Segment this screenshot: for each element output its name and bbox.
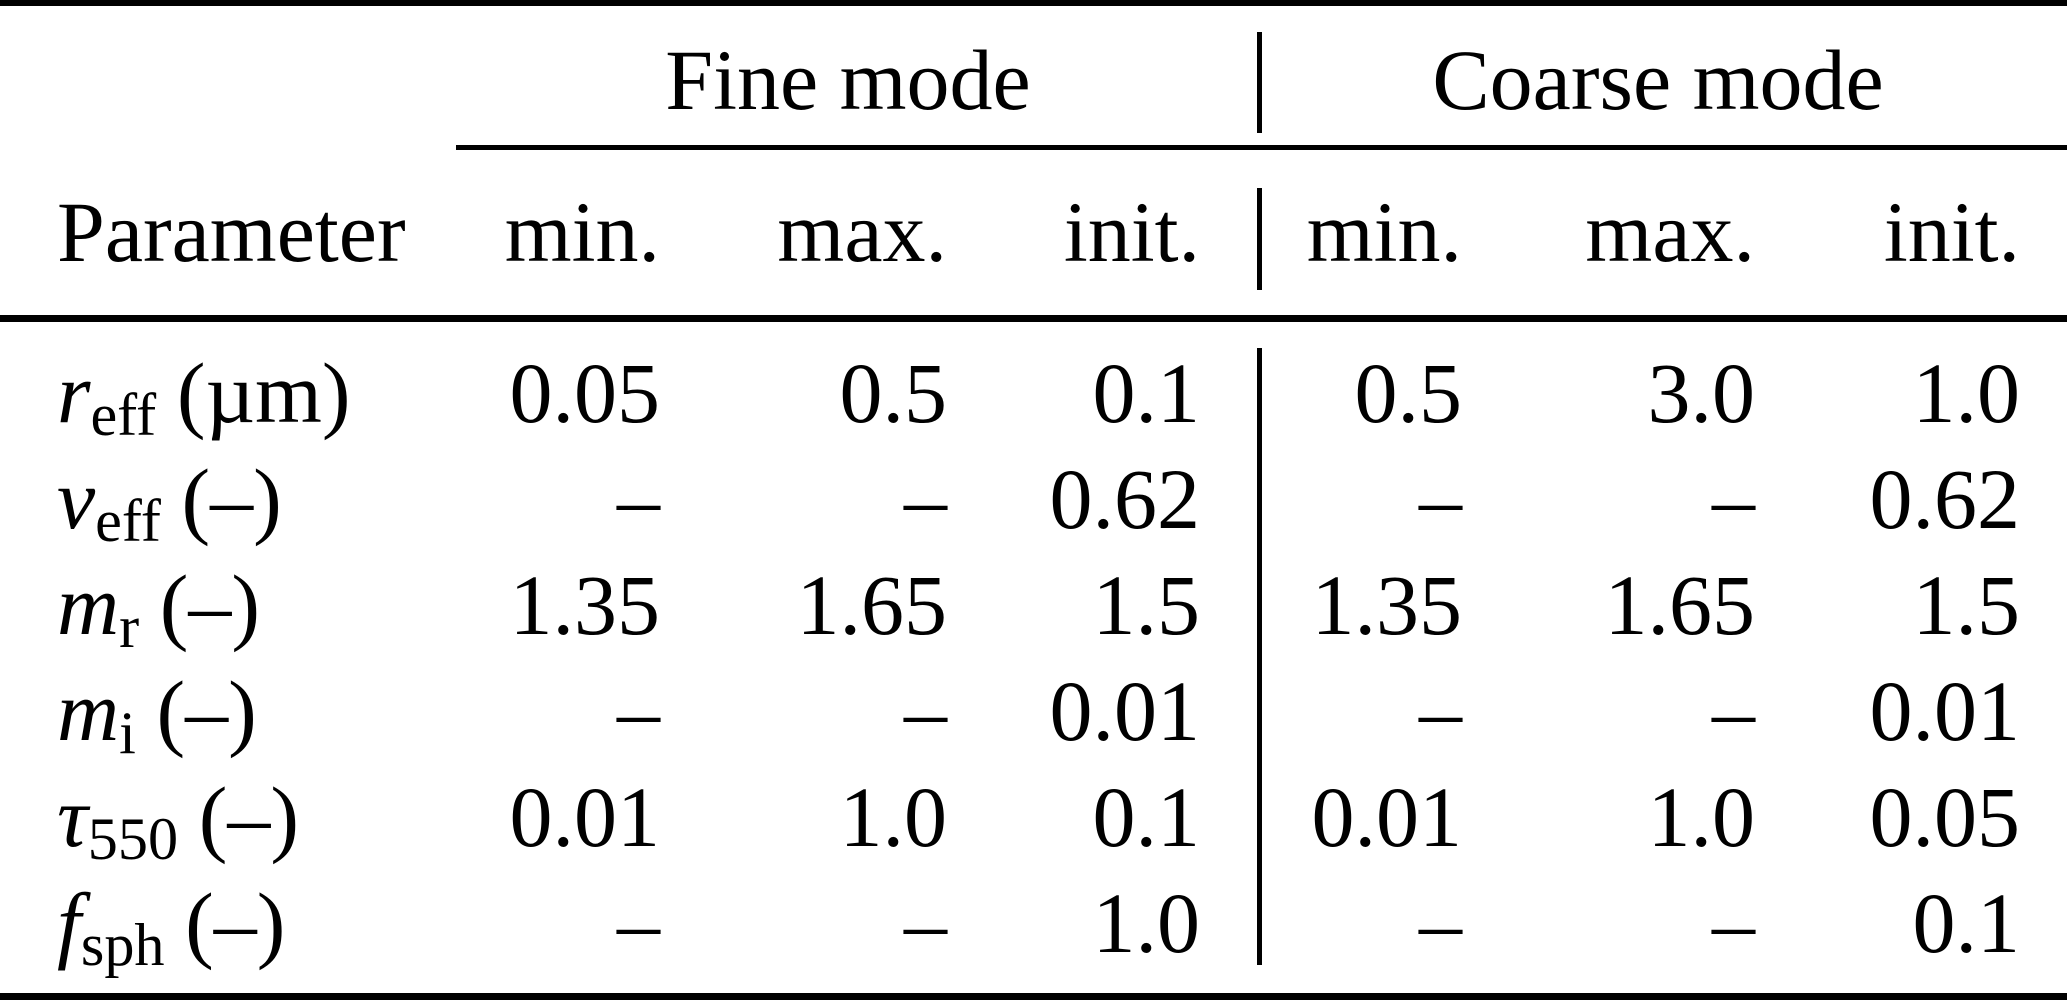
- parameter-symbol: v: [57, 451, 96, 547]
- parameter-unit: (µm): [176, 345, 351, 441]
- coarse-min-value: 0.5: [1354, 345, 1463, 441]
- fine-max-value: –: [904, 451, 947, 547]
- parameter-symbol: r: [57, 345, 91, 441]
- coarse-max-value: –: [1712, 451, 1755, 547]
- parameter-unit: (–): [185, 875, 286, 971]
- parameter-symbol: f: [57, 875, 81, 971]
- coarse-min-value: 1.35: [1311, 557, 1463, 653]
- fine-max-value: –: [904, 663, 947, 759]
- parameter-subscript: i: [119, 700, 136, 768]
- parameter-unit: (–): [159, 557, 261, 653]
- table-top-rule: [0, 0, 2067, 6]
- fine-min-value: 1.35: [509, 557, 661, 653]
- fine-max-value: 1.0: [839, 769, 948, 865]
- fine-init-value: 0.1: [1092, 345, 1201, 441]
- coarse-init-value: 0.01: [1869, 663, 2021, 759]
- parameter-label: τ550 (–): [57, 764, 457, 874]
- fine-init-value: 0.01: [1049, 663, 1201, 759]
- parameter-subscript: r: [119, 594, 140, 662]
- fine-init-value: 0.62: [1049, 451, 1201, 547]
- coarse-max-value: –: [1712, 875, 1755, 971]
- fine-min-value: –: [617, 663, 660, 759]
- coarse-init-value: 1.5: [1912, 557, 2021, 653]
- coarse-mode-group-header: Coarse mode: [1432, 32, 1884, 128]
- coarse-max-value: 1.0: [1647, 769, 1756, 865]
- parameter-label: fsph (–): [57, 870, 457, 980]
- fine-mode-group-header: Fine mode: [665, 32, 1031, 128]
- table-row: reff (µm) 0.05 0.5 0.1 0.5 3.0 1.0: [0, 340, 2067, 450]
- coarse-init-value: 0.1: [1912, 875, 2021, 971]
- parameter-label: reff (µm): [57, 340, 457, 450]
- fine-max-value: 1.65: [796, 557, 948, 653]
- fine-min-value: 0.01: [509, 769, 661, 865]
- fine-coarse-divider-segment: [1257, 32, 1262, 133]
- parameter-label: mi (–): [57, 658, 457, 768]
- fine-max-value: –: [904, 875, 947, 971]
- table-row: mi (–) – – 0.01 – – 0.01: [0, 658, 2067, 768]
- header-body-separator-rule: [0, 315, 2067, 322]
- fine-min-value: –: [617, 875, 660, 971]
- parameter-symbol: τ: [57, 769, 88, 865]
- fine-init-column-header: init.: [1063, 184, 1200, 280]
- fine-init-value: 1.5: [1092, 557, 1201, 653]
- mode-header-underline-rule: [456, 145, 2067, 150]
- parameter-label: veff (–): [57, 446, 457, 556]
- parameter-subscript: 550: [87, 806, 179, 874]
- coarse-min-value: 0.01: [1311, 769, 1463, 865]
- parameter-subscript: sph: [80, 912, 165, 980]
- fine-min-value: –: [617, 451, 660, 547]
- fine-max-column-header: max.: [777, 184, 947, 280]
- coarse-min-value: –: [1419, 875, 1462, 971]
- group-header-row: Fine mode Coarse mode: [0, 28, 2067, 132]
- table-bottom-rule: [0, 993, 2067, 1000]
- coarse-max-value: 3.0: [1647, 345, 1756, 441]
- coarse-max-value: 1.65: [1604, 557, 1756, 653]
- coarse-init-value: 0.62: [1869, 451, 2021, 547]
- table-row: fsph (–) – – 1.0 – – 0.1: [0, 870, 2067, 980]
- parameter-symbol: m: [57, 557, 120, 653]
- parameter-unit: (–): [181, 451, 282, 547]
- fine-init-value: 0.1: [1092, 769, 1201, 865]
- coarse-max-column-header: max.: [1585, 184, 1755, 280]
- parameter-symbol: m: [57, 663, 120, 759]
- fine-coarse-divider-segment: [1257, 348, 1262, 965]
- table-row: τ550 (–) 0.01 1.0 0.1 0.01 1.0 0.05: [0, 764, 2067, 874]
- parameter-unit: (–): [198, 769, 299, 865]
- parameter-column-header: Parameter: [57, 184, 406, 280]
- column-header-row: Parameter min. max. init. min. max. init…: [0, 180, 2067, 284]
- parameter-label: mr (–): [57, 552, 457, 662]
- coarse-init-value: 0.05: [1869, 769, 2021, 865]
- coarse-min-value: –: [1419, 451, 1462, 547]
- table-row: veff (–) – – 0.62 – – 0.62: [0, 446, 2067, 556]
- coarse-init-column-header: init.: [1883, 184, 2020, 280]
- fine-max-value: 0.5: [839, 345, 948, 441]
- fine-coarse-divider-segment: [1257, 188, 1262, 290]
- parameter-subscript: eff: [90, 382, 157, 450]
- coarse-init-value: 1.0: [1912, 345, 2021, 441]
- fine-min-column-header: min.: [504, 184, 660, 280]
- coarse-max-value: –: [1712, 663, 1755, 759]
- parameter-subscript: eff: [95, 488, 161, 556]
- parameter-unit: (–): [156, 663, 257, 759]
- fine-init-value: 1.0: [1092, 875, 1201, 971]
- coarse-min-column-header: min.: [1306, 184, 1462, 280]
- coarse-min-value: –: [1419, 663, 1462, 759]
- table-row: mr (–) 1.35 1.65 1.5 1.35 1.65 1.5: [0, 552, 2067, 662]
- fine-min-value: 0.05: [509, 345, 661, 441]
